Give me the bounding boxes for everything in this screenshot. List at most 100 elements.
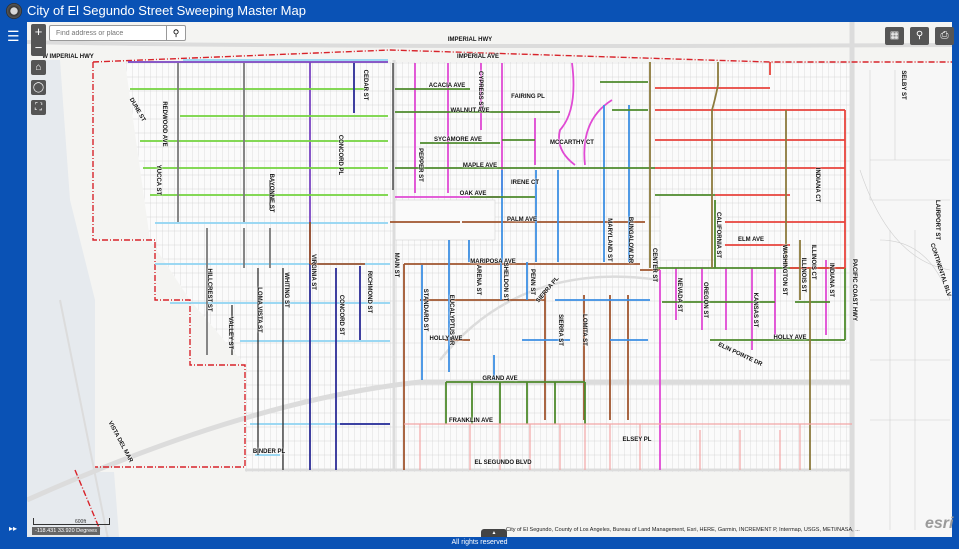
scale-bar (33, 518, 110, 525)
fullscreen-icon: ⛶ (35, 102, 42, 113)
print-button[interactable]: ⎙ (935, 27, 954, 45)
print-icon: ⎙ (940, 30, 949, 41)
search-button[interactable]: ⚲ (166, 26, 185, 40)
street-label: MCCARTHY CT (550, 140, 594, 146)
street-label: VIRGINIA ST (310, 254, 316, 290)
street-label: SELBY ST (900, 70, 906, 100)
street-label: INDIANA ST (828, 262, 834, 298)
footer: All rights reserved (0, 537, 959, 549)
street-label: HILLCREST ST (206, 268, 212, 312)
route-light-blue (155, 59, 390, 456)
street-label: VALLEY ST (227, 316, 233, 350)
street-label: OREGON ST (702, 281, 708, 319)
street-label: MAPLE AVE (462, 163, 498, 169)
street-label: WASHINGTON ST (781, 244, 787, 296)
street-label: MARYLAND ST (606, 218, 612, 262)
route-pink (404, 423, 852, 470)
esri-logo: esri (925, 515, 954, 532)
route-blue (421, 105, 650, 380)
route-red (655, 62, 846, 269)
scale-label: 600ft (75, 519, 87, 525)
app-title: City of El Segundo Street Sweeping Maste… (27, 3, 306, 18)
street-label: ELM AVE (737, 237, 765, 243)
map-view[interactable]: IMPERIAL HWY W IMPERIAL HWY IMPERIAL AVE… (27, 22, 952, 537)
street-label: REDWOOD AVE (161, 101, 167, 147)
route-navy (309, 63, 390, 470)
street-label: ARENA ST (475, 264, 481, 296)
expand-panel-icon[interactable]: ▸▸ (9, 524, 18, 533)
street-label: BAYONNE ST (268, 173, 274, 213)
street-label: IMPERIAL AVE (457, 54, 499, 60)
sweeping-routes (128, 59, 852, 470)
route-brown (309, 221, 660, 470)
zoom-in-button[interactable]: + (34, 24, 43, 39)
route-light-green (130, 88, 388, 196)
street-label: EL SEGUNDO BLVD (474, 460, 532, 466)
share-button[interactable]: ⚲ (910, 27, 929, 45)
search-icon: ⚲ (172, 28, 180, 38)
street-label: LAIRPORT ST (934, 200, 940, 240)
street-label: SYCAMORE AVE (433, 137, 483, 143)
zoom-control: + − (31, 24, 46, 56)
search-input[interactable] (50, 26, 171, 40)
street-label: PEPPER ST (417, 148, 423, 182)
fullscreen-button[interactable]: ⛶ (31, 100, 46, 115)
street-label: GRAND AVE (482, 376, 518, 382)
route-dark-green (395, 81, 846, 424)
left-toolbar: ☰ ▸▸ (0, 22, 27, 537)
street-label: YUCCA ST (155, 164, 161, 196)
street-label: ELSEY PL (622, 437, 652, 443)
street-label: CEDAR ST (362, 69, 368, 101)
street-label: STANDARD ST (422, 288, 428, 332)
street-label: W IMPERIAL HWY (42, 54, 94, 60)
parcel-grid (125, 62, 850, 472)
street-label: CYPRESS ST (477, 70, 483, 110)
street-label: INDIANA CT (814, 167, 820, 203)
street-label: LOMA VISTA ST (256, 287, 262, 333)
city-seal-logo (6, 3, 22, 19)
street-label: SHELDON ST (502, 262, 508, 302)
layers-icon[interactable]: ☰ (7, 28, 20, 44)
street-label: MAIN ST (393, 252, 399, 278)
street-label: WHITING ST (283, 272, 289, 308)
major-roads (27, 22, 952, 537)
street-label: WALNUT AVE (450, 108, 490, 114)
street-label: ACACIA AVE (428, 83, 466, 89)
street-label: CONCORD ST (338, 294, 344, 336)
search-box: ⚲ (49, 25, 186, 41)
zoom-out-button[interactable]: − (34, 40, 43, 55)
street-label: HOLLY AVE (773, 335, 807, 341)
home-button[interactable]: ⌂ (31, 60, 46, 75)
street-label: LOMITA ST (581, 314, 587, 346)
street-label: MARIPOSA AVE (470, 259, 516, 265)
street-label: RICHMOND ST (366, 270, 372, 314)
attribution-text: City of El Segundo, County of Los Angele… (506, 527, 860, 533)
street-label: PENN ST (529, 268, 535, 296)
map-canvas[interactable] (27, 22, 952, 537)
street-label: CALIFORNIA ST (715, 211, 721, 259)
street-label: ILLINOIS ST (800, 257, 806, 293)
basemap-gallery-icon: ▦ (889, 30, 900, 41)
street-label: BINDER PL (252, 449, 286, 455)
street-label: SIERRA ST (557, 314, 563, 346)
street-label: OAK AVE (459, 191, 487, 197)
street-label: CONCORD PL (337, 134, 343, 176)
locate-button[interactable]: ◯ (31, 80, 46, 95)
street-label: CENTER ST (651, 247, 657, 283)
street-label: FRANKLIN AVE (449, 418, 493, 424)
attribution-toggle[interactable]: ▲ (481, 529, 507, 537)
street-label: BUNGALOW DR (627, 216, 633, 264)
route-black (231, 63, 394, 470)
basemap-gallery-button[interactable]: ▦ (885, 27, 904, 45)
city-boundary (74, 49, 952, 531)
home-icon: ⌂ (35, 62, 42, 73)
street-label: HOLLY AVE (429, 336, 463, 342)
locate-icon: ◯ (32, 82, 45, 93)
street-label: ILLINOIS CT (810, 244, 816, 280)
app-header: City of El Segundo Street Sweeping Maste… (0, 0, 959, 22)
street-label: FAIRING PL (511, 94, 545, 100)
street-label: IMPERIAL HWY (447, 37, 493, 43)
coordinate-readout[interactable]: -118.431 33.920 Degrees (32, 527, 100, 535)
route-olive (649, 62, 811, 470)
route-gray (177, 63, 271, 355)
